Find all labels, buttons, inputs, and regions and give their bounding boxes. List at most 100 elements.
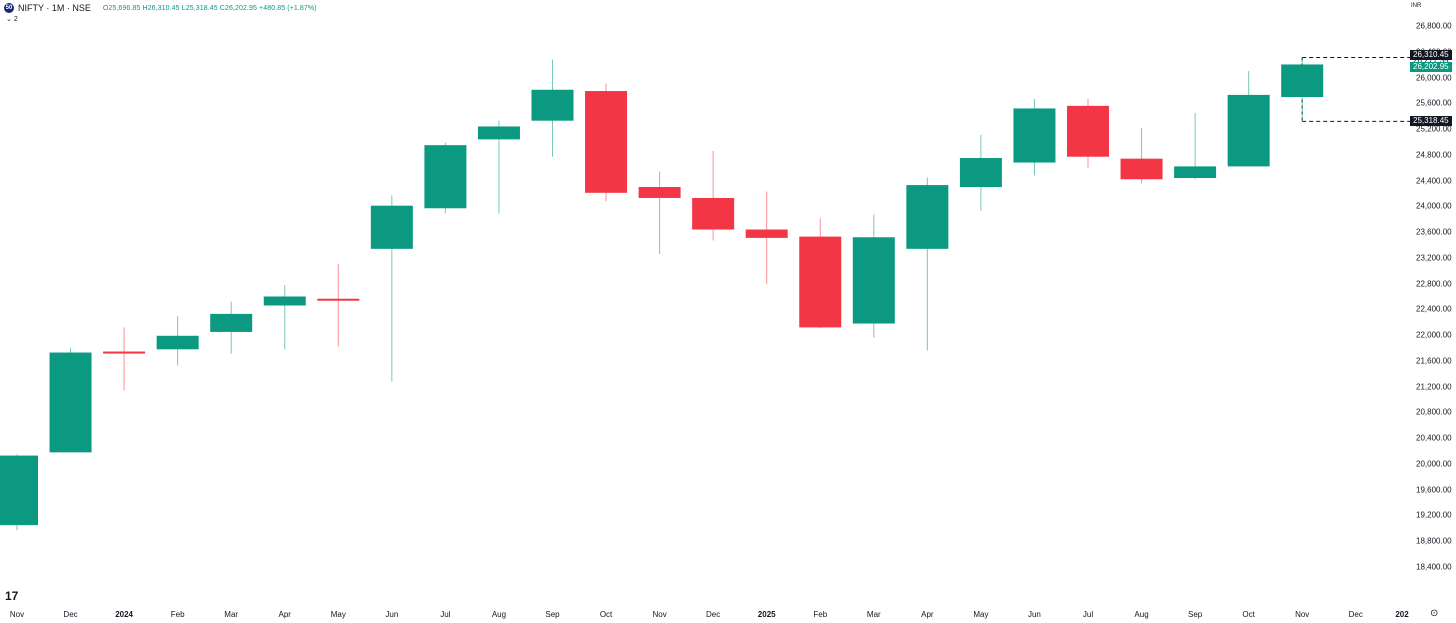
y-tick-label: 26,800.00 — [1416, 21, 1452, 31]
candle-body — [692, 197, 735, 230]
y-tick-label: 20,800.00 — [1416, 407, 1452, 417]
x-tick-label: Aug — [1134, 610, 1149, 619]
x-tick-label: Oct — [1242, 610, 1255, 619]
x-tick-label: Mar — [866, 610, 881, 619]
candle[interactable] — [49, 348, 92, 453]
y-tick-label: 25,200.00 — [1416, 124, 1452, 134]
x-tick-label: Dec — [63, 610, 78, 619]
candle-body — [852, 237, 895, 324]
x-tick-label: Sep — [545, 610, 560, 619]
y-tick-label: 19,600.00 — [1416, 485, 1452, 495]
candle-body — [103, 351, 146, 354]
candle-body — [370, 205, 413, 249]
candle-body — [424, 145, 467, 209]
x-tick-label: Sep — [1187, 610, 1203, 619]
candle[interactable] — [424, 142, 467, 214]
x-tick-label: 202 — [1395, 610, 1409, 619]
candle-body — [638, 187, 681, 198]
candle[interactable] — [745, 191, 788, 285]
low-price-label: 25,318.45 — [1410, 116, 1452, 127]
candle-body — [906, 185, 949, 249]
candle[interactable] — [585, 83, 628, 202]
x-tick-label: Oct — [599, 610, 613, 619]
tradingview-logo-icon[interactable]: 17 — [5, 589, 19, 603]
y-tick-label: 23,600.00 — [1416, 227, 1452, 237]
y-tick-label: 21,200.00 — [1416, 382, 1452, 392]
chevron-down-icon: ⌄ — [6, 16, 12, 23]
settings-icon[interactable]: ⊙ — [1430, 608, 1439, 619]
x-tick-label: Feb — [170, 610, 185, 619]
prev-price-label: 26,277.35 — [1413, 55, 1449, 65]
indicator-toggle[interactable]: ⌄ 2 — [6, 15, 18, 24]
candle[interactable] — [531, 59, 574, 157]
x-tick-label: Nov — [1295, 610, 1310, 619]
candle[interactable] — [959, 134, 1002, 211]
high-price-label: 26,310.45 — [1410, 49, 1452, 60]
x-tick-label: Dec — [1348, 610, 1363, 619]
candle[interactable] — [1227, 71, 1270, 167]
candle-body — [263, 296, 306, 306]
ohlc-readout: O25,696.85 H26,310.45 L25,318.45 C26,202… — [102, 4, 317, 12]
x-tick-label: Dec — [706, 610, 721, 619]
candle[interactable] — [799, 218, 842, 329]
candle[interactable] — [210, 301, 253, 354]
candle-body — [1227, 94, 1270, 167]
candle[interactable] — [692, 150, 735, 241]
y-tick-label: 22,000.00 — [1416, 330, 1452, 340]
x-tick-label: Aug — [491, 610, 507, 619]
candle-body — [1174, 166, 1217, 178]
x-tick-label: Nov — [652, 610, 667, 619]
candle[interactable] — [1067, 98, 1109, 168]
candle-body — [959, 158, 1002, 188]
x-tick-label: May — [330, 610, 346, 619]
chart-header: 50 NIFTY · 1M · NSE O25,696.85 H26,310.4… — [4, 2, 317, 14]
x-tick-label: May — [973, 610, 989, 619]
candle[interactable] — [103, 327, 146, 391]
candle[interactable] — [0, 454, 38, 531]
candle[interactable] — [1013, 98, 1056, 176]
x-tick-label: 2024 — [115, 610, 133, 619]
candle[interactable] — [263, 284, 306, 350]
candle[interactable] — [638, 171, 681, 254]
y-tick-label: 21,600.00 — [1416, 356, 1452, 366]
y-tick-label: 22,400.00 — [1416, 304, 1452, 314]
y-tick-label: 26,000.00 — [1416, 73, 1452, 83]
symbol-title[interactable]: NIFTY · 1M · NSE — [18, 3, 91, 13]
candle-body — [1120, 158, 1163, 180]
candle[interactable] — [906, 177, 949, 351]
candle[interactable] — [852, 214, 895, 338]
candle-body — [745, 229, 788, 238]
x-tick-label: Feb — [813, 610, 828, 619]
y-tick-label: 24,400.00 — [1416, 176, 1452, 186]
candle[interactable] — [477, 120, 520, 214]
candle-body — [531, 89, 574, 121]
x-tick-label: Jul — [440, 610, 451, 619]
x-tick-label: Apr — [921, 610, 934, 619]
x-tick-label: Mar — [224, 610, 239, 619]
y-tick-label: 25,600.00 — [1416, 98, 1452, 108]
candle-body — [477, 126, 520, 140]
candle-body — [1067, 105, 1109, 157]
candle[interactable] — [156, 315, 199, 366]
y-tick-label: 20,400.00 — [1416, 433, 1452, 443]
candle-body — [1013, 108, 1056, 163]
candle-body — [317, 298, 360, 301]
x-tick-label: Jun — [1027, 610, 1041, 619]
candle[interactable] — [1174, 112, 1217, 180]
candle[interactable] — [370, 195, 413, 382]
y-tick-label: 18,800.00 — [1416, 536, 1452, 546]
nifty-logo-icon: 50 — [4, 3, 14, 13]
candle-body — [210, 313, 253, 332]
candle[interactable] — [1281, 57, 1324, 122]
candle-body — [1281, 64, 1324, 98]
currency-label[interactable]: INR — [1411, 3, 1422, 9]
x-tick-label: 2025 — [757, 610, 776, 619]
candle[interactable] — [317, 263, 360, 347]
x-tick-label: Jun — [385, 610, 399, 619]
last-price-label: 26,202.95 — [1410, 62, 1452, 73]
candle[interactable] — [1120, 127, 1163, 184]
candle-body — [799, 236, 842, 328]
candle-body — [585, 91, 628, 193]
x-tick-label: Apr — [278, 610, 291, 619]
